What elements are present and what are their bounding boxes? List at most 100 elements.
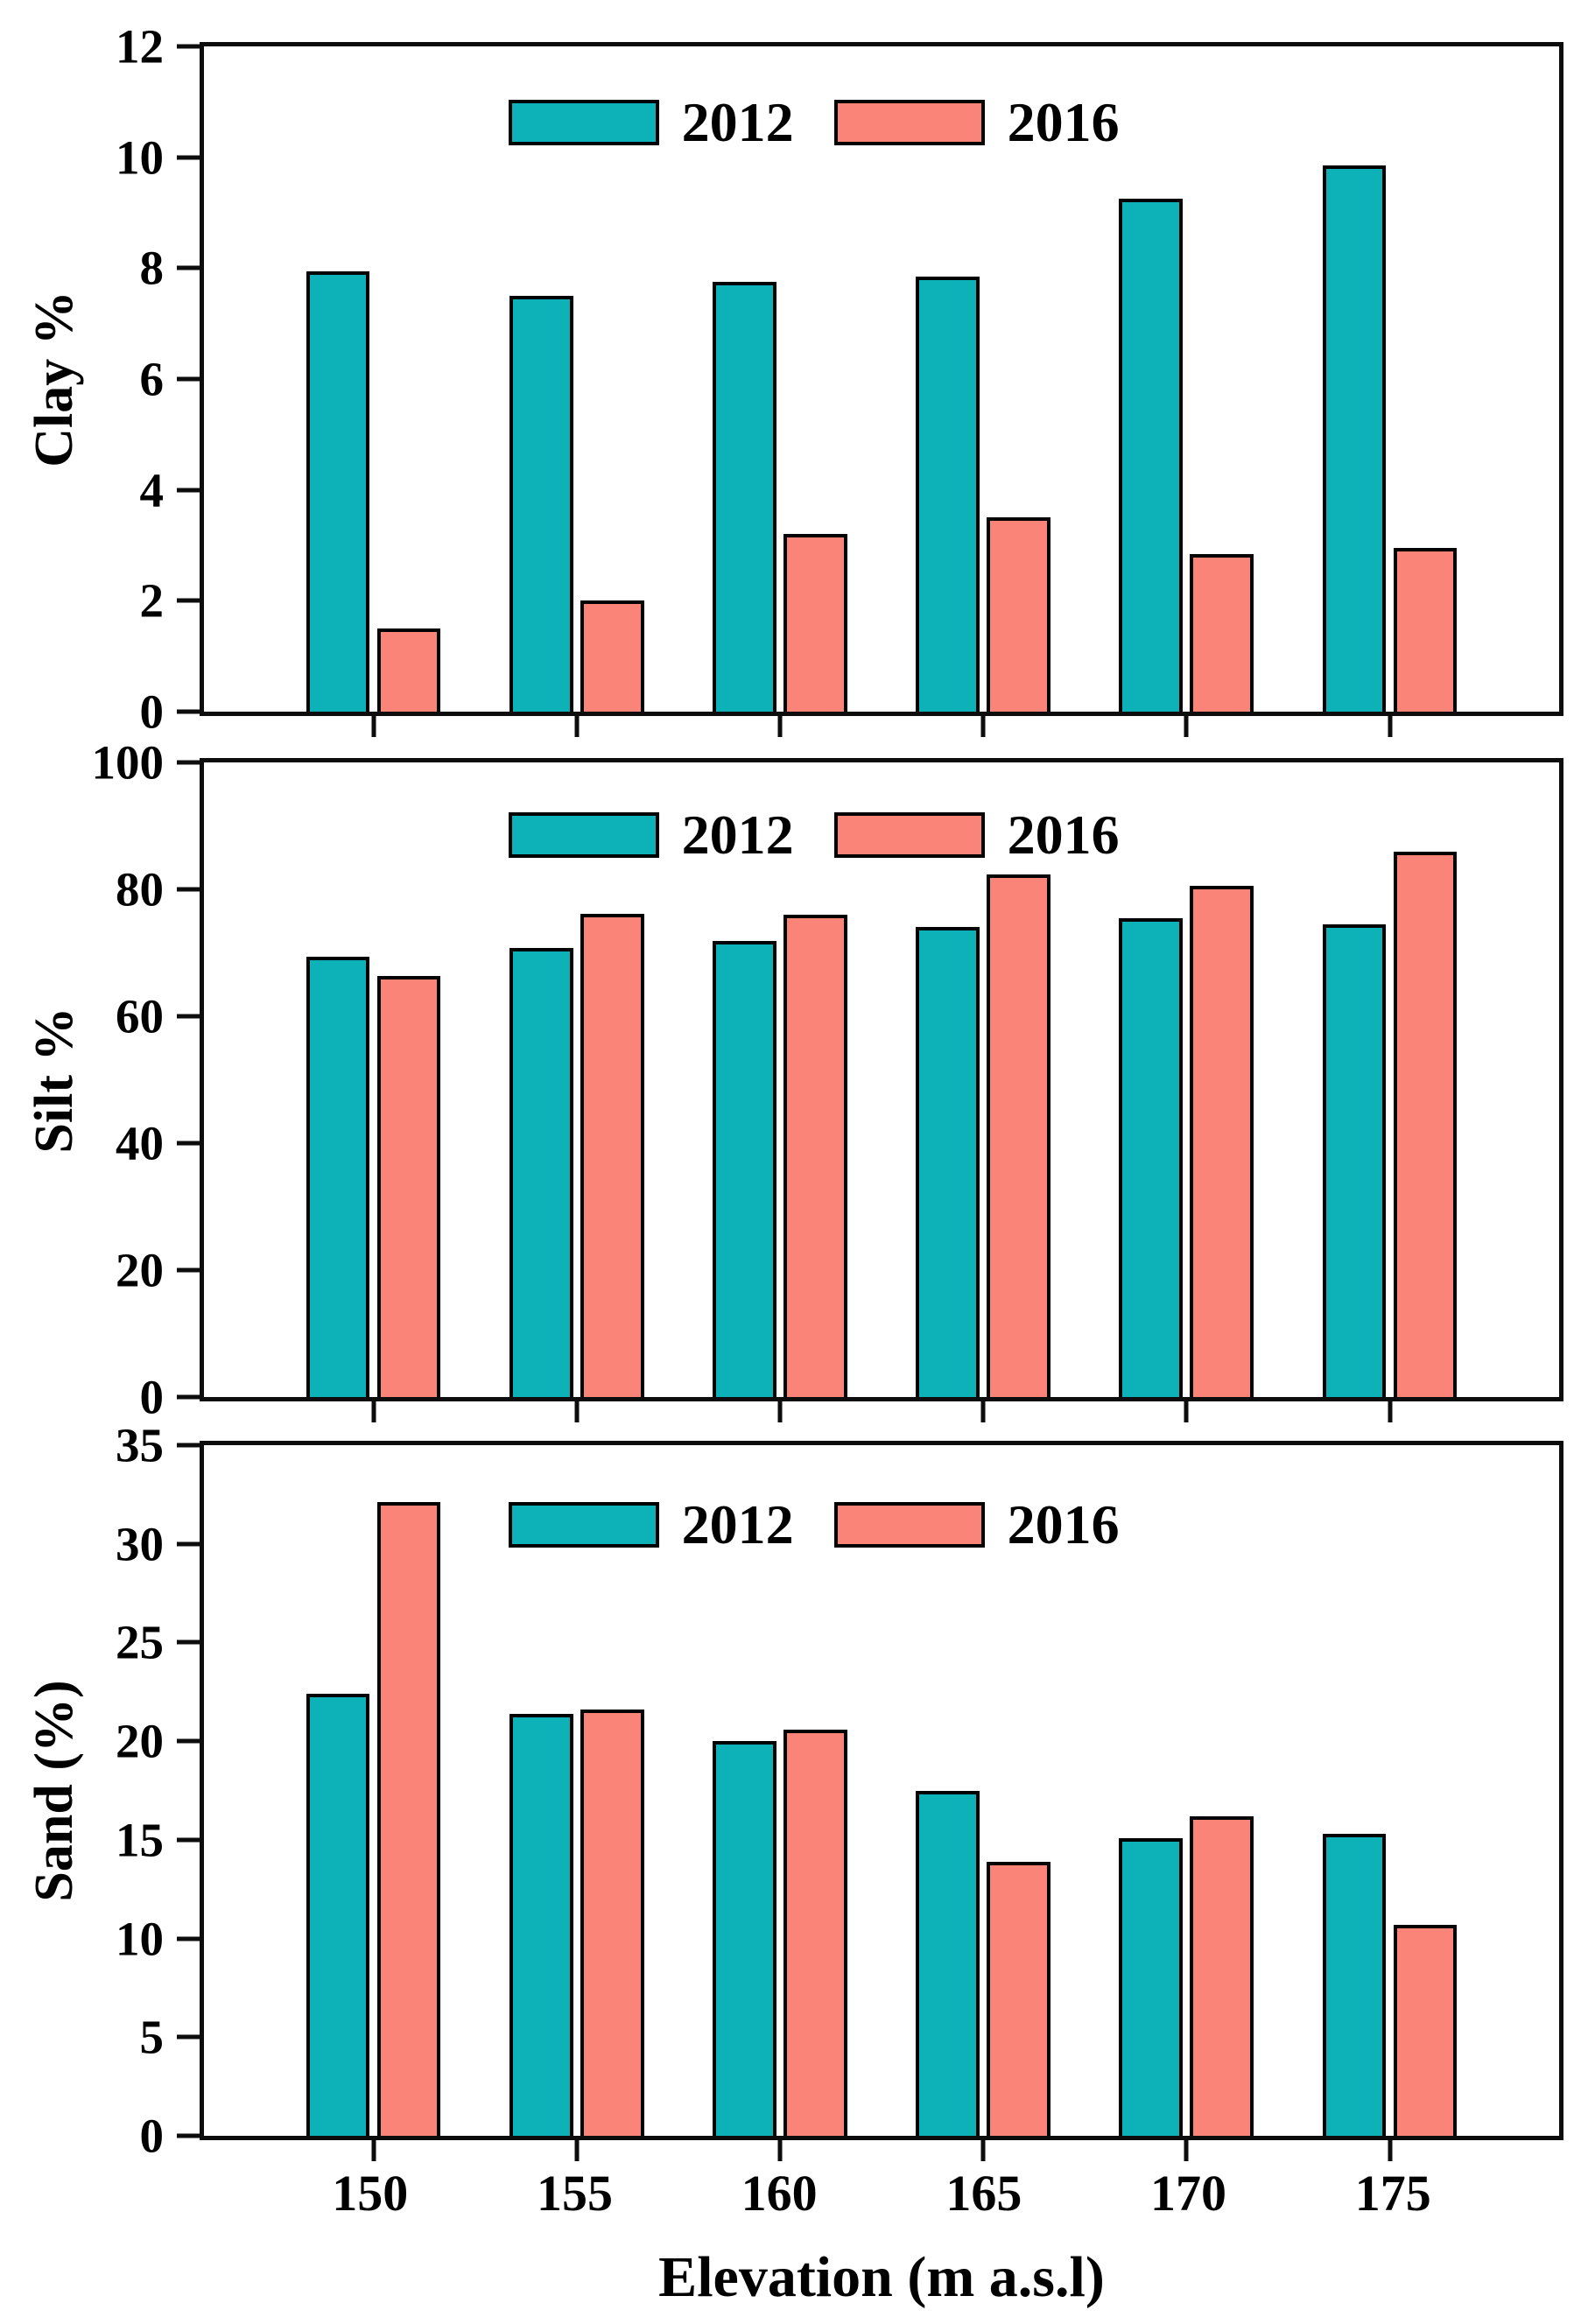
y-axis-tick — [177, 887, 200, 892]
bar-2012-175 — [1322, 165, 1387, 712]
bar-2012-160 — [712, 940, 776, 1397]
legend-label-2012: 2012 — [681, 1492, 794, 1555]
y-axis-tick-label: 10 — [116, 130, 164, 185]
y-axis-tick — [177, 1443, 200, 1448]
silt-legend: 2012 2016 — [508, 804, 1120, 867]
x-axis-tick — [1388, 716, 1392, 737]
legend-label-2012: 2012 — [681, 804, 794, 867]
x-tick-label-165: 165 — [945, 2165, 1022, 2222]
bar-2012-170 — [1119, 199, 1184, 712]
y-axis-tick-label: 8 — [139, 241, 165, 295]
bar-2012-160 — [712, 1741, 776, 2136]
y-axis-tick — [177, 1639, 200, 1645]
bar-2012-165 — [916, 926, 980, 1397]
y-axis-tick — [177, 376, 200, 382]
y-axis-tick — [177, 1837, 200, 1843]
legend-swatch-2016 — [833, 812, 985, 859]
sand-y-axis-label: Sand (%) — [25, 1679, 84, 1902]
y-axis-tick — [177, 155, 200, 160]
y-axis-tick-label: 0 — [139, 685, 165, 739]
legend-swatch-2012 — [508, 100, 659, 146]
x-axis-tick — [1388, 1401, 1392, 1422]
y-axis-tick — [177, 1738, 200, 1744]
legend-swatch-2012 — [508, 812, 659, 859]
bar-2012-150 — [306, 1694, 370, 2136]
bar-2016-160 — [783, 534, 847, 712]
bar-2012-160 — [712, 282, 776, 712]
y-axis-tick-label: 15 — [116, 1813, 164, 1867]
y-axis-tick — [177, 598, 200, 603]
bar-2016-155 — [580, 1710, 644, 2136]
y-axis-tick-label: 0 — [139, 2109, 165, 2163]
x-axis-tick — [371, 716, 376, 737]
clay-legend: 2012 2016 — [508, 91, 1120, 154]
bar-2012-170 — [1119, 918, 1184, 1397]
bar-2012-150 — [306, 270, 370, 712]
legend-label-2016: 2016 — [1007, 91, 1120, 154]
x-axis-tick — [980, 2140, 986, 2161]
x-tick-label-160: 160 — [741, 2165, 818, 2222]
y-axis-tick-label: 30 — [116, 1517, 164, 1571]
bar-2016-175 — [1393, 851, 1458, 1397]
x-axis-tick — [1184, 716, 1189, 737]
y-axis-tick-label: 40 — [116, 1116, 164, 1170]
y-axis-tick — [177, 1267, 200, 1273]
x-axis-tick — [980, 1401, 986, 1422]
y-axis-tick — [177, 2133, 200, 2138]
y-axis-tick-label: 2 — [139, 573, 165, 628]
bar-2012-165 — [916, 276, 980, 712]
bar-2012-155 — [509, 1713, 573, 2136]
y-axis-tick-label: 6 — [139, 352, 165, 406]
y-axis-tick-label: 12 — [116, 19, 164, 74]
bar-2016-175 — [1393, 1924, 1458, 2136]
bar-2016-165 — [987, 874, 1051, 1397]
x-axis-tick — [777, 1401, 783, 1422]
x-tick-label-155: 155 — [536, 2165, 613, 2222]
bar-2016-175 — [1393, 548, 1458, 712]
x-tick-label-170: 170 — [1150, 2165, 1227, 2222]
y-axis-tick-label: 10 — [116, 1912, 164, 1966]
silt-plot-area: 2012 2016 0 20 40 60 80 100 — [92, 739, 1563, 1422]
y-axis-tick-label: 80 — [116, 862, 164, 916]
bar-2016-170 — [1190, 553, 1254, 712]
legend-swatch-2012 — [508, 1501, 659, 1548]
legend-swatch-2016 — [833, 100, 985, 146]
y-axis-tick-label: 4 — [139, 463, 165, 517]
x-axis-tick — [574, 1401, 580, 1422]
bar-2012-155 — [509, 948, 573, 1397]
x-axis-tick — [980, 716, 986, 737]
x-axis-tick — [574, 2140, 580, 2161]
sand-panel: Sand (%) 2012 2016 0 5 10 15 20 25 30 35 — [25, 1422, 1563, 2161]
y-axis-tick — [177, 488, 200, 493]
y-axis-tick-label: 0 — [139, 1370, 165, 1424]
y-axis-tick — [177, 1394, 200, 1400]
legend-label-2012: 2012 — [681, 91, 794, 154]
silt-y-axis-label: Silt % — [25, 1006, 84, 1154]
clay-y-axis-label: Clay % — [25, 291, 84, 467]
y-axis-tick — [177, 709, 200, 714]
silt-panel: Silt % 2012 2016 0 20 40 60 80 100 — [25, 739, 1563, 1422]
y-axis-tick-label: 60 — [116, 989, 164, 1043]
clay-panel: Clay % 2012 2016 0 2 4 6 8 10 12 — [25, 23, 1563, 737]
bar-2012-170 — [1119, 1837, 1184, 2136]
y-axis-tick-label: 5 — [139, 2010, 165, 2064]
bar-2016-150 — [376, 975, 441, 1397]
x-axis-tick — [1388, 2140, 1392, 2161]
bar-2012-175 — [1322, 1834, 1387, 2136]
x-axis-tick — [777, 716, 783, 737]
y-axis-tick — [177, 44, 200, 49]
bar-2012-175 — [1322, 923, 1387, 1397]
y-axis-tick — [177, 760, 200, 765]
x-axis-tick — [1184, 1401, 1189, 1422]
bar-2012-165 — [916, 1790, 980, 2136]
bar-2016-155 — [580, 600, 644, 712]
x-axis-tick — [371, 1401, 376, 1422]
bar-2016-160 — [783, 915, 847, 1397]
y-axis-tick-label: 25 — [116, 1615, 164, 1669]
x-axis-tick-labels: 150 155 160 165 170 175 — [200, 2140, 1563, 2243]
bar-2016-170 — [1190, 885, 1254, 1397]
x-tick-label-150: 150 — [332, 2165, 409, 2222]
y-axis-tick — [177, 2034, 200, 2040]
y-axis-tick — [177, 1541, 200, 1547]
